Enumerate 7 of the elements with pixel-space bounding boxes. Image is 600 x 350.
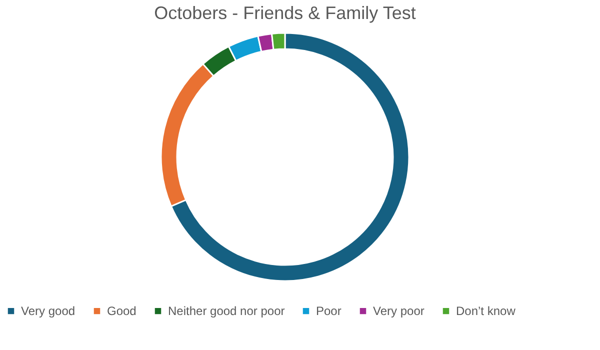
legend-label: Neither good nor poor (168, 304, 285, 318)
chart-title: Octobers - Friends & Family Test (154, 3, 416, 23)
legend-label: Good (107, 304, 136, 318)
legend-label: Very good (21, 304, 76, 318)
legend-label: Poor (316, 304, 342, 318)
legend-label: Very poor (373, 304, 424, 318)
legend-label: Don’t know (456, 304, 516, 318)
